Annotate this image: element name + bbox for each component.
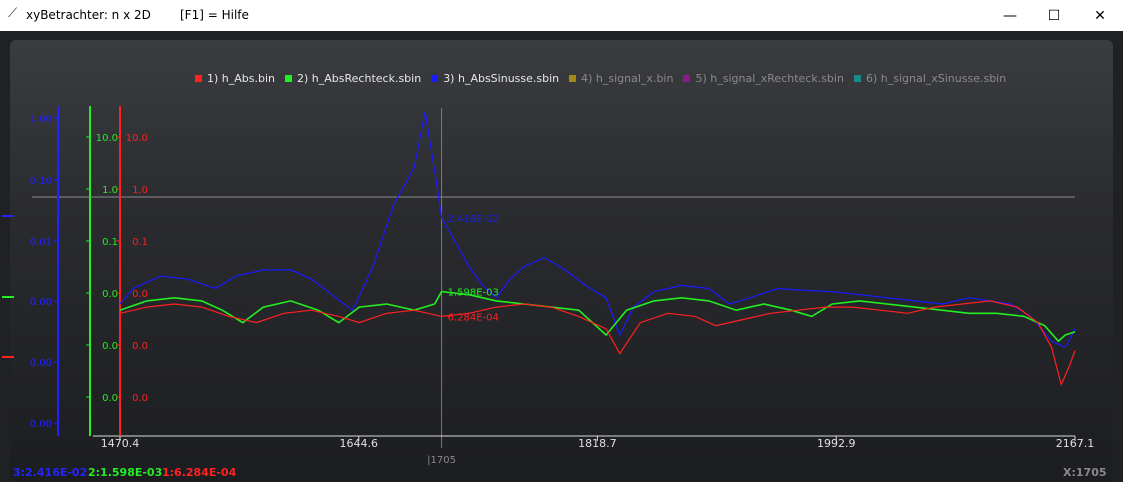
- chart-icon: ⟋: [8, 6, 18, 21]
- maximize-icon: ☐: [1047, 7, 1061, 24]
- legend-item-3[interactable]: 3) h_AbsSinusse.sbin: [431, 72, 559, 85]
- legend-label: 6) h_signal_xSinusse.sbin: [865, 72, 1007, 85]
- y-axis-green-tick-6: 0.0: [102, 393, 118, 404]
- x-tick-label-3: 1818.7: [578, 437, 617, 450]
- legend-swatch: [569, 75, 577, 82]
- y-axis-red-tick-3: 0.1: [132, 237, 148, 248]
- y-axis-blue-tick-6: 0.00: [30, 419, 52, 430]
- chart-legend: 1) h_Abs.bin 2) h_AbsRechteck.sbin 3) h_Ab…: [195, 72, 1006, 85]
- legend-label: 3) h_AbsSinusse.sbin: [443, 72, 560, 85]
- y-axis-red-tick-2: 1.0: [132, 185, 148, 196]
- legend-swatch: [431, 75, 439, 82]
- legend-item-4[interactable]: 4) h_signal_x.bin: [569, 72, 673, 85]
- y-axis-blue-tick-5: 0.00: [30, 358, 52, 369]
- legend-label: 4) h_signal_x.bin: [581, 72, 674, 85]
- y-axis-red-tick-6: 0.0: [132, 393, 148, 404]
- cursor-value-2: 1.598E-03: [448, 288, 499, 299]
- legend-swatch: [285, 75, 293, 82]
- y-axis-blue-tick-2: 0.10: [30, 176, 52, 187]
- y-axis-green-tick-5: 0.0: [102, 341, 118, 352]
- status-series-1: 1:6.284E-04: [162, 466, 237, 479]
- y-axis-green-tick-2: 1.0: [102, 185, 118, 196]
- window-title: xyBetrachter: n x 2D: [26, 8, 151, 22]
- help-hint: [F1] = Hilfe: [180, 8, 249, 22]
- y-axis-red-tick-1: 10.0: [126, 133, 148, 144]
- legend-label: 5) h_signal_xRechteck.sbin: [695, 72, 844, 85]
- legend-item-2[interactable]: 2) h_AbsRechteck.sbin: [285, 72, 421, 85]
- y-axis-blue-tick-4: 0.00: [30, 297, 52, 308]
- legend-item-1[interactable]: 1) h_Abs.bin: [195, 72, 275, 85]
- close-icon: ✕: [1094, 7, 1106, 24]
- legend-item-6[interactable]: 6) h_signal_xSinusse.sbin: [853, 72, 1007, 85]
- y-axis-red-tick-4: 0.0: [132, 289, 148, 300]
- y-axis-blue-tick-1: 1.00: [30, 114, 52, 125]
- status-series-2: 2:1.598E-03: [88, 466, 163, 479]
- legend-label: 2) h_AbsRechteck.sbin: [297, 72, 422, 85]
- status-x: X:1705: [1063, 466, 1107, 479]
- legend-swatch: [195, 75, 202, 82]
- y-axis-blue-tick-3: 0.01: [30, 237, 52, 248]
- y-axis-green-tick-4: 0.0: [102, 289, 118, 300]
- x-tick-label-1: 1470.4: [101, 437, 140, 450]
- x-tick-label-4: 1992.9: [817, 437, 856, 450]
- y-axis-green-tick-1: 10.0: [96, 133, 118, 144]
- x-tick-label-5: 2167.1: [1056, 437, 1095, 450]
- legend-swatch: [683, 75, 691, 82]
- series-line-3: [119, 300, 1076, 387]
- status-series-3: 3:2.416E-02: [13, 466, 88, 479]
- y-axis-red-tick-5: 0.0: [132, 341, 148, 352]
- minimize-icon: —: [1003, 7, 1017, 24]
- plot-panel[interactable]: [10, 40, 1113, 482]
- legend-swatch: [853, 75, 861, 82]
- minimize-button[interactable]: —: [987, 0, 1033, 31]
- maximize-button[interactable]: ☐: [1031, 0, 1077, 31]
- series-line-1: [119, 111, 1076, 349]
- legend-label: 1) h_Abs.bin: [207, 72, 276, 85]
- x-tick-label-2: 1644.6: [340, 437, 379, 450]
- series-line-2: [119, 290, 1076, 343]
- cursor-value-1: 2.416E-02: [448, 214, 499, 225]
- cursor-label: |1705: [427, 455, 456, 466]
- cursor-value-3: 6.284E-04: [448, 312, 499, 323]
- y-axis-green-tick-3: 0.1: [102, 237, 118, 248]
- legend-item-5[interactable]: 5) h_signal_xRechteck.sbin: [683, 72, 844, 85]
- close-button[interactable]: ✕: [1077, 0, 1123, 31]
